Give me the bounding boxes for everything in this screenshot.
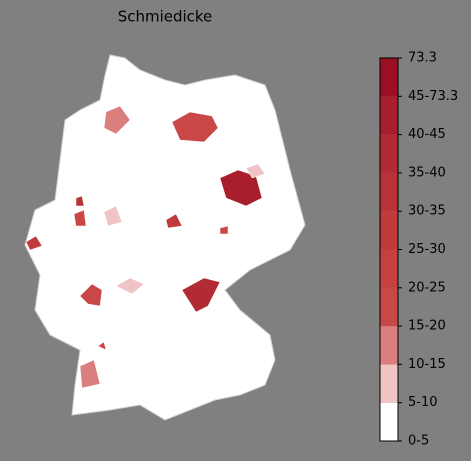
region: [115, 277, 145, 295]
region: [219, 169, 263, 207]
region: [181, 277, 221, 313]
germany-map: [24, 54, 306, 421]
region: [171, 111, 219, 143]
region: [245, 163, 266, 179]
regions: [25, 105, 266, 389]
colorbar-label: 15-20: [408, 319, 446, 334]
colorbar-label: 5-10: [408, 395, 438, 410]
colorbar-segment: [380, 172, 398, 212]
region: [97, 341, 107, 351]
colorbar-segment: [380, 326, 398, 365]
colorbar-segment: [380, 402, 398, 441]
colorbar-label: 35-40: [408, 165, 446, 180]
colorbar: 0-5 5-10 10-15 15-20 20-25 25-30 30-35 35-40 40-…: [379, 51, 458, 449]
colorbar-label: 10-15: [408, 357, 446, 372]
colorbar-label: 45-73.3: [408, 89, 458, 104]
colorbar-segment: [380, 58, 398, 97]
region: [79, 283, 103, 307]
colorbar-label: 30-35: [408, 204, 446, 219]
colorbar-label: 73.3: [408, 51, 437, 66]
region: [219, 225, 229, 235]
region: [103, 205, 123, 227]
region: [165, 213, 183, 229]
region: [103, 105, 131, 135]
colorbar-segment: [380, 96, 398, 135]
country-outline: [24, 54, 306, 421]
colorbar-label: 25-30: [408, 242, 446, 257]
colorbar-label: 40-45: [408, 127, 446, 142]
colorbar-segment: [380, 364, 398, 403]
colorbar-segment: [380, 134, 398, 173]
region: [79, 359, 101, 389]
colorbar-segment: [380, 287, 398, 327]
map-title: Schmiedicke: [118, 8, 213, 26]
colorbar-segment: [380, 211, 398, 250]
region: [75, 195, 85, 207]
region: [73, 209, 87, 227]
colorbar-segment: [380, 249, 398, 288]
region: [25, 235, 43, 251]
colorbar-label: 0-5: [408, 434, 429, 449]
colorbar-label: 20-25: [408, 280, 446, 295]
